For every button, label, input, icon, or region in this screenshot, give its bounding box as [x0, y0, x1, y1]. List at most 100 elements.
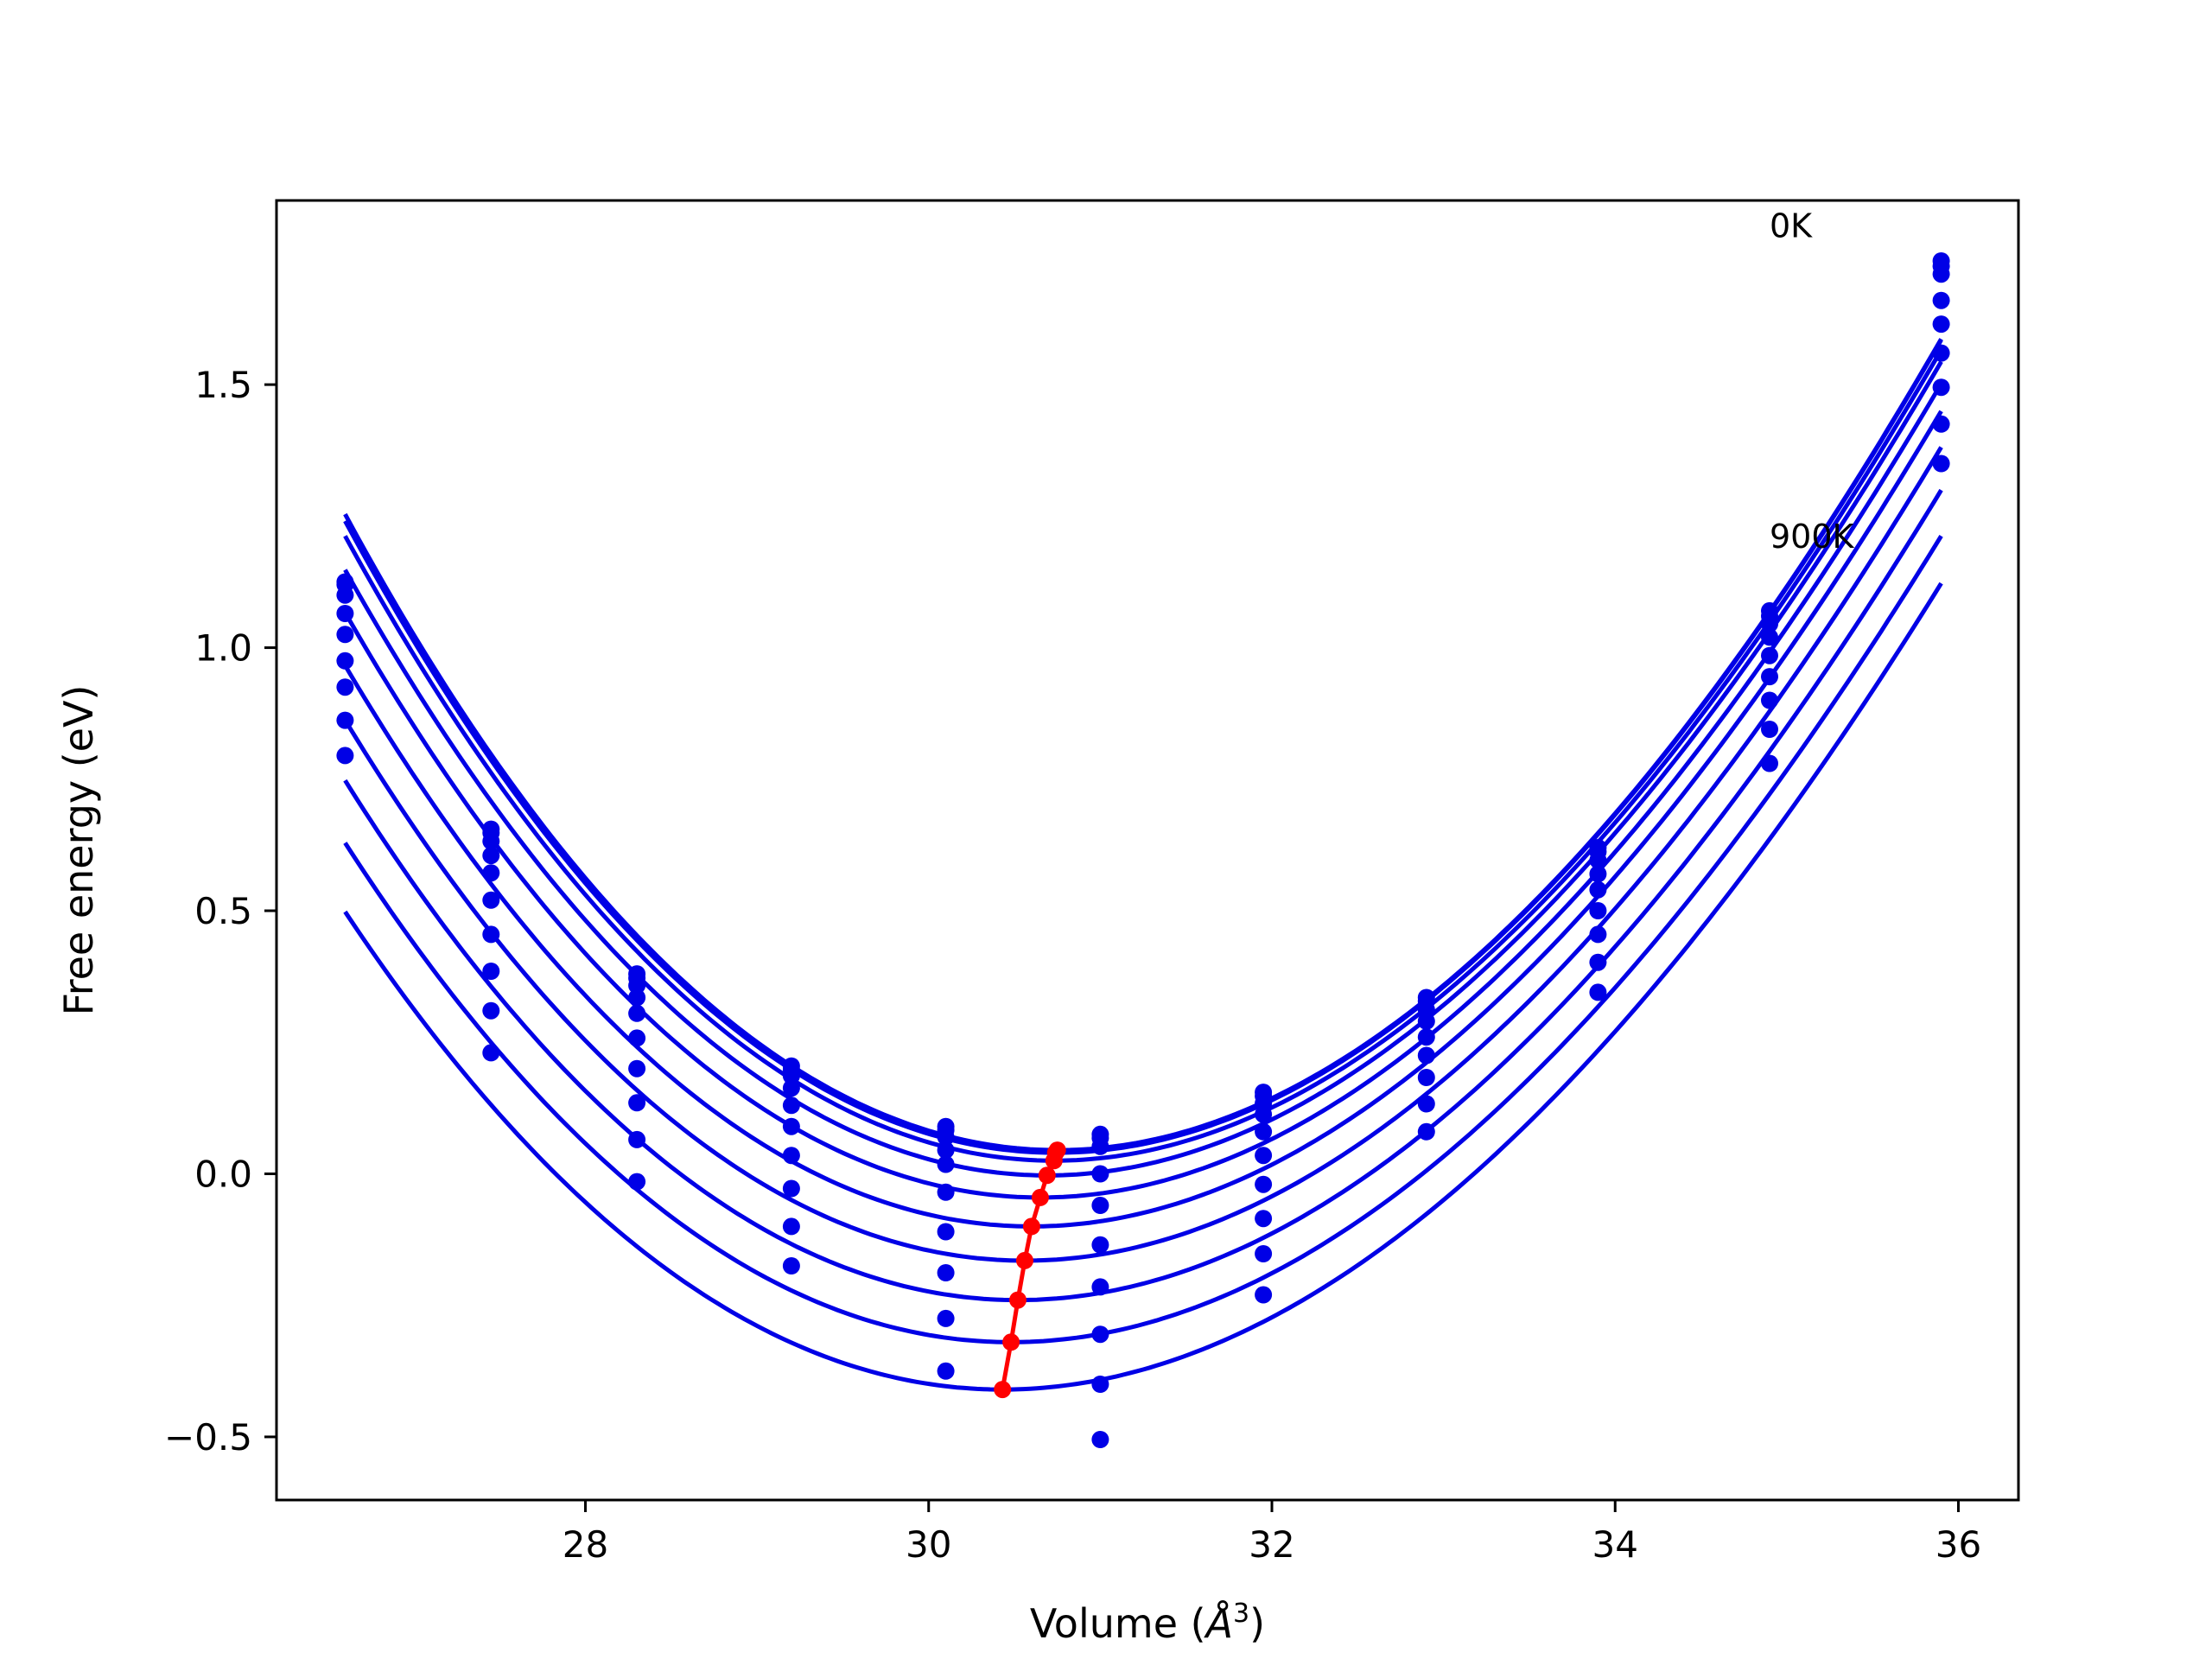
data-point	[1091, 1165, 1109, 1183]
fit-curves	[343, 338, 1943, 1392]
data-point	[1761, 691, 1778, 709]
data-point	[1932, 265, 1950, 283]
data-point	[1589, 851, 1607, 869]
data-point	[1091, 1431, 1109, 1448]
data-point	[937, 1223, 955, 1241]
data-point	[782, 1067, 800, 1085]
x-tick-label: 30	[906, 1523, 951, 1566]
data-point	[336, 711, 354, 729]
data-point	[937, 1141, 955, 1160]
data-point	[782, 1096, 800, 1115]
minimum-point	[1038, 1166, 1056, 1185]
data-point	[336, 605, 354, 622]
annotation-0: 0K	[1770, 207, 1813, 245]
data-point	[1417, 1028, 1435, 1046]
data-point	[628, 1130, 646, 1148]
minimum-point	[1002, 1333, 1020, 1351]
data-point	[1761, 628, 1778, 646]
curve-annotations: 0K 900K	[1770, 207, 1855, 556]
x-tick-label: 34	[1592, 1523, 1638, 1566]
x-tick-label: 28	[563, 1523, 608, 1566]
fit-curve-6	[343, 446, 1943, 1263]
data-point	[1932, 378, 1950, 397]
data-point	[1932, 315, 1950, 334]
data-point	[937, 1183, 955, 1201]
data-point	[628, 1094, 646, 1112]
fit-curve-8	[343, 534, 1943, 1344]
data-point	[482, 1044, 500, 1062]
data-point	[937, 1155, 955, 1173]
data-point	[1761, 754, 1778, 772]
data-point	[482, 832, 500, 850]
data-point	[482, 847, 500, 865]
data-point	[937, 1264, 955, 1281]
data-point	[1761, 615, 1778, 633]
y-axis-label: Free energy (eV)	[55, 685, 102, 1016]
data-point	[1091, 1197, 1109, 1214]
data-point	[628, 1059, 646, 1077]
y-axis-ticks: −0.5 0.0 0.5 1.0 1.5	[164, 364, 276, 1459]
x-axis-label: Volume (Å3)	[1030, 1599, 1265, 1647]
fit-curve-4	[343, 382, 1943, 1200]
data-point	[336, 626, 354, 644]
data-point	[1255, 1245, 1273, 1262]
data-point	[1932, 415, 1950, 433]
data-point	[1091, 1236, 1109, 1254]
y-tick-label: 0.5	[194, 890, 252, 932]
fit-curve-1	[343, 339, 1943, 1155]
data-point	[1091, 1325, 1109, 1344]
data-point	[1589, 902, 1607, 919]
data-point	[1255, 1286, 1273, 1304]
data-points	[336, 252, 1950, 1448]
data-point	[1589, 953, 1607, 971]
data-point	[1932, 344, 1950, 362]
data-point	[628, 1029, 646, 1047]
data-point	[1255, 1105, 1273, 1123]
data-point	[1417, 1095, 1435, 1113]
data-point	[336, 586, 354, 604]
x-tick-label: 36	[1936, 1523, 1981, 1566]
fit-curve-5	[343, 410, 1943, 1229]
data-point	[1091, 1376, 1109, 1393]
data-point	[628, 988, 646, 1007]
minimum-point	[1009, 1291, 1027, 1309]
data-point	[1255, 1175, 1273, 1193]
y-tick-label: 0.0	[194, 1153, 252, 1195]
minimum-point	[1022, 1217, 1040, 1236]
data-point	[1589, 925, 1607, 944]
data-point	[1761, 721, 1778, 738]
data-point	[628, 976, 646, 995]
data-point	[1417, 1122, 1435, 1141]
y-tick-label: 1.0	[194, 627, 252, 670]
data-point	[1255, 1147, 1273, 1165]
x-axis-ticks: 28 30 32 34 36	[563, 1500, 1981, 1566]
data-point	[1091, 1278, 1109, 1296]
data-point	[482, 1001, 500, 1020]
fit-curve-2	[343, 348, 1943, 1163]
data-point	[336, 678, 354, 696]
data-point	[482, 963, 500, 980]
minimum-line	[994, 1141, 1066, 1399]
data-point	[1761, 668, 1778, 686]
data-point	[482, 864, 500, 882]
data-point	[1932, 454, 1950, 473]
minimum-point	[994, 1381, 1012, 1399]
data-point	[1761, 646, 1778, 664]
data-point	[782, 1079, 800, 1097]
data-point	[1417, 1046, 1435, 1065]
data-point	[628, 1004, 646, 1022]
data-point	[782, 1117, 800, 1135]
data-point	[782, 1147, 800, 1165]
data-point	[336, 652, 354, 670]
data-point	[1417, 1069, 1435, 1086]
data-point	[937, 1362, 955, 1380]
data-point	[336, 747, 354, 765]
minimum-point	[1016, 1251, 1033, 1269]
plot-frame	[275, 199, 2020, 1502]
x-tick-label: 32	[1249, 1523, 1294, 1566]
y-tick-label: 1.5	[194, 364, 252, 406]
fit-curve-3	[343, 360, 1943, 1178]
data-point	[782, 1179, 800, 1198]
